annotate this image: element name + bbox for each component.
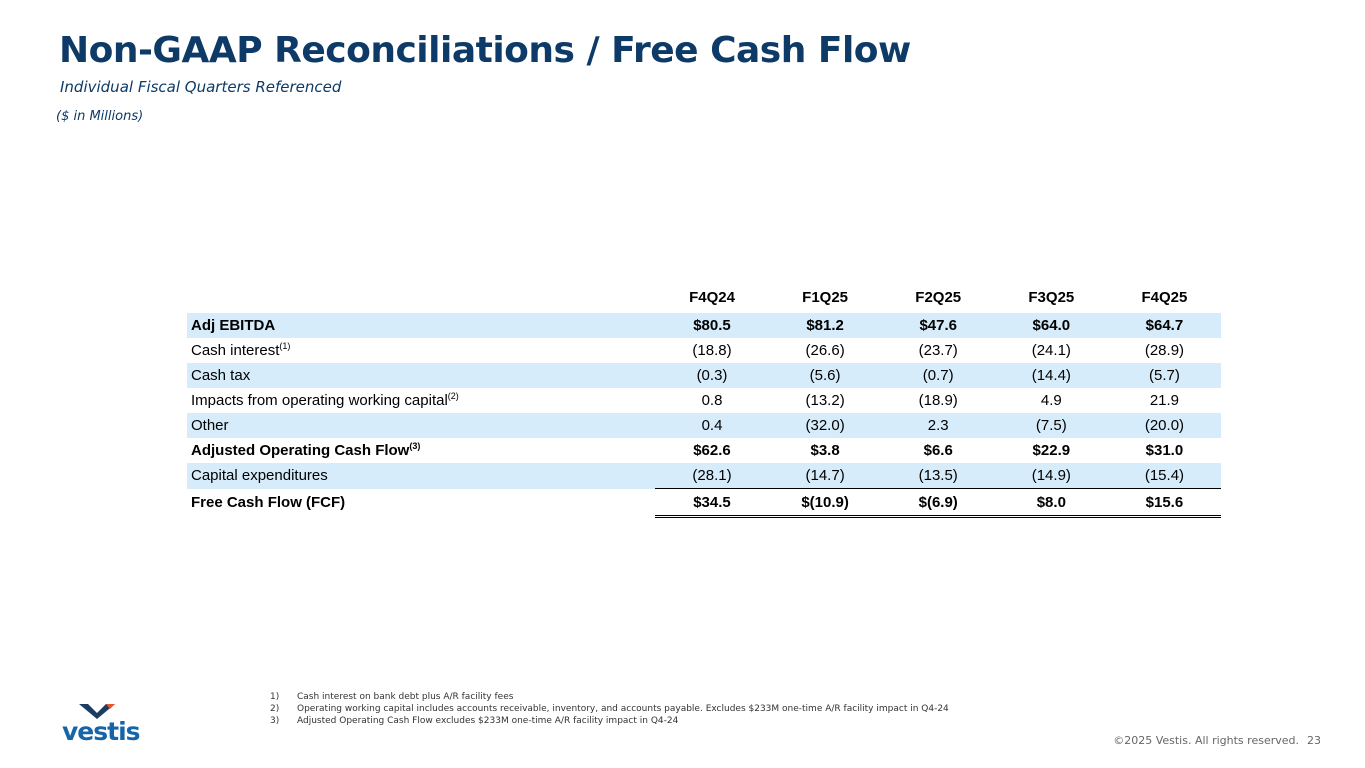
row-label: Cash tax (187, 363, 656, 388)
header-blank (187, 282, 655, 313)
table-cell: $8.0 (994, 488, 1108, 518)
row-label-text: Other (191, 417, 229, 434)
table-cell: $64.7 (1107, 313, 1221, 338)
table-cell: $15.6 (1107, 488, 1221, 518)
table-cell: (26.6) (805, 342, 845, 359)
footnote-item: 1) Cash interest on bank debt plus A/R f… (270, 691, 949, 703)
table-row-other: Other 0.4 (32.0) 2.3 (7.5) (20.0) (187, 413, 1221, 438)
column-header: F3Q25 (1028, 289, 1075, 306)
table-cell: (23.7) (918, 342, 958, 359)
table-cell: $3.8 (810, 442, 840, 459)
vestis-chevron-logo-icon (79, 704, 115, 719)
table-cell: 0.4 (655, 413, 769, 438)
table-cell: 2.3 (881, 413, 995, 438)
copyright-text: ©2025 Vestis. All rights reserved. (1113, 734, 1299, 747)
row-label: Free Cash Flow (FCF) (187, 489, 655, 517)
row-label-text: Adjusted Operating Cash Flow (191, 442, 410, 459)
table-row-free-cash-flow: Free Cash Flow (FCF) $34.5 $(10.9) $(6.9… (187, 488, 1221, 518)
table-row-adj-operating-cash-flow: Adjusted Operating Cash Flow(3) $62.6 $3… (187, 438, 1221, 463)
table-cell: $22.9 (1032, 442, 1071, 459)
page-subtitle: Individual Fiscal Quarters Referenced (60, 78, 342, 96)
footnote-number: 1) (270, 692, 280, 702)
table-cell: (14.9) (994, 463, 1108, 489)
table-cell: $62.6 (693, 442, 731, 459)
column-header: F4Q25 (1141, 289, 1188, 306)
units-note: ($ in Millions) (56, 109, 144, 124)
table-cell: (5.7) (1107, 363, 1221, 388)
table-cell: (32.0) (768, 413, 882, 438)
table-cell: (20.0) (1107, 413, 1221, 438)
page-number: 23 (1307, 734, 1321, 747)
footnote-item: 2) Operating working capital includes ac… (270, 703, 949, 715)
table-cell: 4.9 (1040, 392, 1062, 409)
table-cell: $6.6 (923, 442, 953, 459)
table-cell: (28.9) (1144, 342, 1185, 359)
row-label: Adj EBITDA (187, 313, 656, 338)
table-cell: (13.2) (805, 392, 845, 409)
table-cell: $(6.9) (881, 488, 995, 518)
table-cell: (24.1) (1031, 342, 1071, 359)
table-row-capital-expenditures: Capital expenditures (28.1) (14.7) (13.5… (187, 463, 1221, 489)
row-label-text: Adj EBITDA (191, 317, 276, 334)
column-header: F4Q24 (689, 289, 735, 306)
table-cell: (7.5) (994, 413, 1108, 438)
table-row-working-capital: Impacts from operating working capital(2… (187, 388, 1221, 413)
table-cell: 0.8 (701, 392, 723, 409)
table-cell: (14.4) (994, 363, 1108, 388)
page-title: Non-GAAP Reconciliations / Free Cash Flo… (59, 30, 911, 71)
table-cell: $81.2 (768, 313, 882, 338)
table-row-adj-ebitda: Adj EBITDA $80.5 $81.2 $47.6 $64.0 $64.7 (187, 313, 1221, 338)
table-cell: (5.6) (768, 363, 882, 388)
row-label: Cash interest(1) (187, 338, 655, 363)
table-cell: (18.9) (918, 392, 958, 409)
table-cell: $80.5 (655, 313, 769, 338)
footnotes: 1) Cash interest on bank debt plus A/R f… (270, 691, 949, 727)
row-label: Capital expenditures (187, 463, 656, 489)
table-row-cash-tax: Cash tax (0.3) (5.6) (0.7) (14.4) (5.7) (187, 363, 1221, 388)
table-cell: (0.3) (655, 363, 769, 388)
table-cell: $64.0 (994, 313, 1108, 338)
footnote-text: Cash interest on bank debt plus A/R faci… (297, 692, 514, 702)
vestis-logo: vestis (62, 703, 146, 749)
table-cell: (13.5) (881, 463, 995, 489)
row-label-text: Cash interest (191, 342, 280, 359)
table-cell: $31.0 (1145, 442, 1184, 459)
footnote-item: 3) Adjusted Operating Cash Flow excludes… (270, 715, 949, 727)
table-header-row: F4Q24 F1Q25 F2Q25 F3Q25 F4Q25 (187, 282, 1221, 313)
footer-copyright: ©2025 Vestis. All rights reserved. 23 (1113, 734, 1321, 747)
footnote-ref: (1) (279, 341, 291, 351)
row-label: Other (187, 413, 656, 438)
row-label-text: Capital expenditures (191, 467, 328, 485)
footnote-text: Adjusted Operating Cash Flow excludes $2… (297, 716, 679, 726)
table-cell: (18.8) (692, 342, 732, 359)
footnote-number: 3) (270, 716, 280, 726)
column-header: F1Q25 (802, 289, 849, 306)
row-label-text: Free Cash Flow (FCF) (191, 494, 346, 511)
footnote-number: 2) (270, 704, 280, 714)
row-label-text: Cash tax (191, 367, 251, 384)
table-cell: $34.5 (655, 488, 769, 518)
row-label-text: Impacts from operating working capital (191, 392, 448, 409)
logo-wordmark: vestis (62, 717, 141, 746)
footnote-ref: (3) (409, 441, 421, 451)
table-row-cash-interest: Cash interest(1) (18.8) (26.6) (23.7) (2… (187, 338, 1221, 363)
row-label: Adjusted Operating Cash Flow(3) (187, 438, 655, 463)
row-label: Impacts from operating working capital(2… (187, 388, 655, 413)
table-cell: (14.7) (768, 463, 882, 489)
table-cell: $(10.9) (768, 488, 882, 518)
table-cell: 21.9 (1149, 392, 1180, 409)
table-cell: (28.1) (655, 463, 769, 489)
table-cell: $47.6 (881, 313, 995, 338)
footnote-text: Operating working capital includes accou… (297, 704, 949, 714)
footnote-ref: (2) (447, 391, 459, 401)
table-cell: (15.4) (1107, 463, 1221, 489)
column-header: F2Q25 (915, 289, 962, 306)
free-cash-flow-table: F4Q24 F1Q25 F2Q25 F3Q25 F4Q25 Adj EBITDA… (187, 282, 1221, 518)
table-cell: (0.7) (881, 363, 995, 388)
